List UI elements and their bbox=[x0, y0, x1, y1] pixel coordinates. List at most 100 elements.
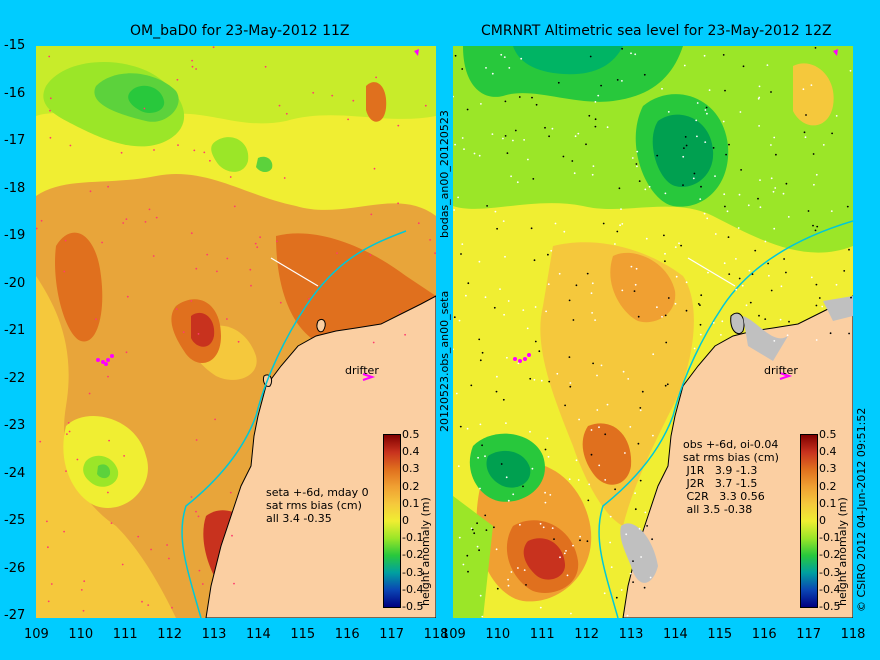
observation-dot bbox=[461, 243, 464, 246]
observation-dot bbox=[499, 288, 501, 290]
observation-dot bbox=[190, 232, 193, 235]
observation-dot bbox=[639, 407, 642, 409]
observation-dot bbox=[598, 426, 600, 429]
longitude-tick-label: 117 bbox=[796, 627, 822, 642]
observation-dot bbox=[506, 152, 509, 154]
observation-dot bbox=[502, 398, 505, 401]
observation-dot bbox=[712, 147, 715, 149]
observation-dot bbox=[331, 94, 334, 97]
observation-dot bbox=[522, 485, 524, 488]
observation-dot bbox=[203, 151, 206, 154]
observation-dot bbox=[664, 192, 667, 195]
colorbar-tick-label: 0.5 bbox=[402, 428, 420, 441]
observation-dot bbox=[758, 314, 760, 317]
observation-dot bbox=[578, 418, 580, 421]
observation-dot bbox=[699, 333, 702, 336]
observation-dot bbox=[479, 359, 482, 362]
observation-dot bbox=[516, 181, 519, 184]
observation-dot bbox=[531, 467, 534, 470]
observation-dot bbox=[630, 52, 632, 55]
observation-dot bbox=[586, 272, 589, 275]
observation-dot bbox=[735, 258, 737, 260]
observation-dot bbox=[747, 204, 750, 207]
observation-dot bbox=[600, 364, 603, 367]
observation-dot bbox=[195, 439, 198, 441]
observation-dot bbox=[177, 144, 179, 146]
observation-dot bbox=[590, 429, 593, 431]
observation-dot bbox=[685, 309, 688, 312]
observation-dot bbox=[625, 533, 628, 536]
observation-dot bbox=[465, 294, 467, 297]
observation-dot bbox=[830, 210, 833, 213]
observation-dot bbox=[705, 106, 708, 109]
observation-dot bbox=[638, 527, 641, 530]
observation-dot bbox=[594, 125, 597, 128]
longitude-tick-label: 112 bbox=[157, 627, 183, 642]
observation-dot bbox=[101, 241, 103, 244]
observation-dot bbox=[807, 210, 810, 212]
observation-dot bbox=[637, 315, 640, 318]
observation-dot bbox=[276, 240, 278, 243]
observation-dot bbox=[726, 210, 729, 213]
center-label-top: bodas_an00_20120523 bbox=[438, 110, 451, 238]
observation-dot bbox=[540, 379, 543, 382]
observation-dot bbox=[773, 340, 776, 342]
observation-dot bbox=[622, 370, 625, 373]
observation-dot bbox=[591, 312, 593, 314]
observation-dot bbox=[816, 225, 819, 228]
observation-dot bbox=[152, 255, 155, 257]
observation-dot bbox=[500, 463, 503, 465]
observation-dot bbox=[551, 127, 554, 130]
observation-dot bbox=[507, 578, 509, 581]
observation-dot bbox=[562, 155, 565, 158]
observation-dot bbox=[417, 222, 420, 225]
observation-dot bbox=[815, 173, 818, 176]
observation-dot bbox=[198, 569, 201, 572]
observation-dot bbox=[707, 271, 709, 274]
observation-dot bbox=[404, 333, 406, 336]
right-sea-level-map: drifter obs +-6d, oi-0.04 sat rms bias (… bbox=[453, 46, 853, 618]
observation-dot bbox=[36, 227, 38, 230]
observation-dot bbox=[512, 493, 515, 496]
observation-dot bbox=[579, 539, 581, 542]
observation-dot bbox=[721, 320, 724, 323]
observation-dot bbox=[176, 78, 179, 81]
observation-dot bbox=[594, 118, 597, 121]
observation-dot bbox=[695, 119, 698, 122]
latitude-tick-label: -16 bbox=[4, 85, 26, 101]
observation-dot bbox=[704, 141, 707, 143]
observation-dot bbox=[598, 464, 601, 467]
colorbar-tick-label: 0.4 bbox=[402, 445, 420, 459]
observation-dot bbox=[148, 208, 151, 211]
observation-dot bbox=[754, 249, 757, 252]
observation-dot bbox=[569, 385, 572, 388]
observation-dot bbox=[125, 351, 128, 354]
observation-dot bbox=[191, 59, 194, 62]
left-sea-level-map: drifter seta +-6d, mday 0 sat rms bias (… bbox=[36, 46, 436, 618]
observation-dot bbox=[722, 54, 725, 56]
observation-dot bbox=[667, 111, 670, 113]
observation-dot bbox=[525, 584, 527, 586]
observation-dot bbox=[264, 65, 267, 68]
observation-dot bbox=[233, 205, 236, 208]
observation-dot bbox=[723, 193, 726, 196]
observation-dot bbox=[190, 300, 193, 302]
observation-dot bbox=[600, 84, 602, 87]
observation-dot bbox=[780, 285, 783, 288]
observation-dot bbox=[802, 88, 805, 91]
colorbar-tick-label: 0.3 bbox=[819, 462, 837, 476]
observation-dot bbox=[589, 55, 592, 58]
observation-dot bbox=[49, 109, 51, 112]
observation-dot bbox=[557, 81, 560, 84]
observation-dot bbox=[829, 332, 832, 335]
observation-dot bbox=[565, 550, 567, 552]
observation-dot bbox=[434, 252, 436, 255]
observation-dot bbox=[574, 135, 577, 138]
observation-dot bbox=[481, 351, 484, 354]
observation-dot bbox=[454, 54, 457, 57]
observation-dot bbox=[259, 236, 261, 239]
observation-dot bbox=[512, 139, 514, 142]
observation-dot bbox=[766, 64, 769, 66]
observation-dot bbox=[664, 260, 666, 263]
observation-dot bbox=[507, 300, 510, 302]
